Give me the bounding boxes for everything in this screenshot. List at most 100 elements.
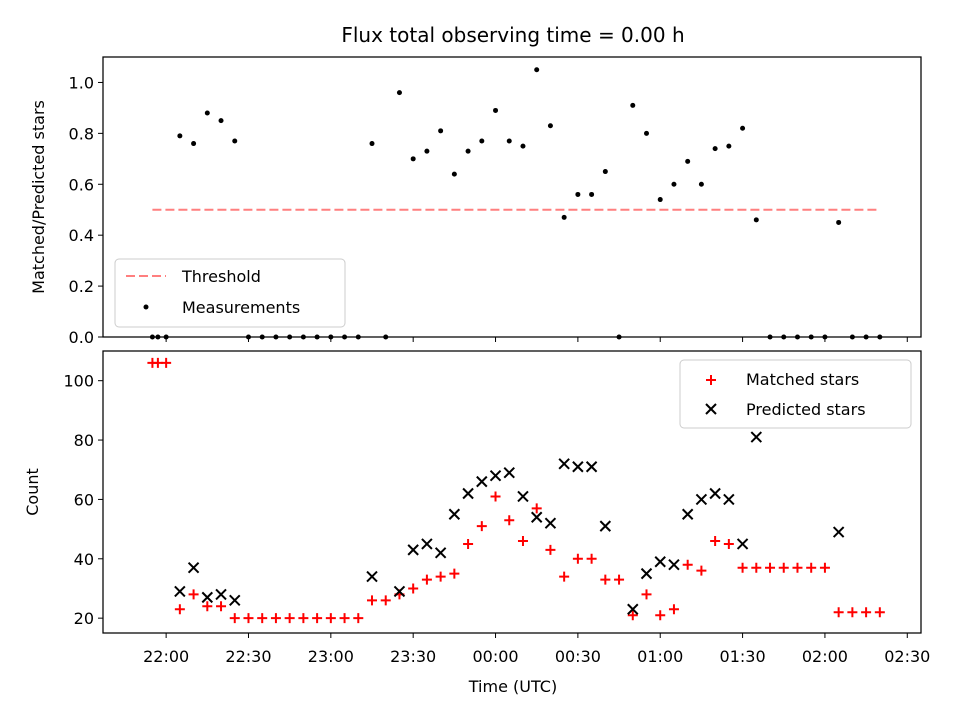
predicted-star-point (736, 538, 749, 550)
matched-star-point (367, 595, 378, 606)
x-tick-label: 00:00 (472, 647, 518, 666)
measurement-point (232, 138, 238, 144)
measurement-point (520, 143, 526, 149)
matched-star-point (778, 562, 789, 573)
measurement-point (671, 181, 677, 187)
matched-star-point (202, 601, 213, 612)
x-tick-label: 22:00 (143, 647, 189, 666)
matched-legend-swatch (706, 375, 716, 385)
matched-star-point (531, 503, 542, 514)
matched-star-point (641, 589, 652, 600)
top-axes-frame (102, 56, 922, 338)
x-tick-label: 02:00 (802, 647, 848, 666)
matched-star-point (710, 535, 721, 546)
measurement-point (836, 219, 842, 225)
predicted-star-point (434, 547, 447, 559)
measurements-legend-label: Measurements (182, 298, 300, 317)
measurement-point (465, 148, 471, 154)
y-tick-label: 0.0 (69, 328, 94, 347)
matched-star-point (847, 607, 858, 618)
predicted-star-point (201, 591, 214, 604)
matched-star-point (216, 601, 227, 612)
top-panel: 0.0 0.2 0.4 0.6 0.8 1.0 Matched/Predicted sta… (29, 56, 922, 347)
predicted-legend-swatch (705, 403, 717, 415)
x-tick-label: 02:30 (884, 647, 930, 666)
predicted-star-point (668, 559, 680, 571)
matched-star-point (408, 583, 419, 594)
bottom-legend-box (679, 359, 912, 429)
measurement-point (712, 146, 718, 152)
y-tick-label: 20 (74, 609, 94, 628)
matched-star-point (737, 562, 748, 573)
y-tick-label: 100 (63, 372, 94, 391)
top-legend: Threshold Measurements (114, 258, 346, 328)
matched-star-point (696, 565, 707, 576)
measurement-point (438, 128, 444, 134)
predicted-star-point (709, 487, 721, 500)
x-tick-label: 22:30 (225, 647, 271, 666)
y-tick-label: 40 (74, 550, 94, 569)
predicted-star-point (215, 588, 227, 601)
top-plot-area (149, 67, 883, 340)
measurement-point (589, 191, 595, 197)
bottom-legend: Matched stars Predicted stars (679, 359, 912, 429)
bottom-y-axis-label: Count (23, 468, 42, 516)
matched-star-point (380, 595, 391, 606)
measurement-point (204, 110, 210, 116)
x-tick-label: 23:30 (390, 647, 436, 666)
matched-star-point (586, 553, 597, 564)
matched-star-point (517, 535, 528, 546)
measurement-point (218, 118, 224, 124)
matched-star-point (819, 562, 830, 573)
bottom-x-axis: 22:00 22:30 23:00 23:30 00:00 00:30 01:00 01:30… (143, 633, 930, 666)
matched-star-point (435, 571, 446, 582)
measurement-point (726, 143, 732, 149)
predicted-star-point (599, 520, 612, 532)
predicted-star-point (530, 511, 543, 523)
matched-star-point (504, 515, 515, 526)
predicted-star-point (585, 461, 598, 473)
predicted-star-point (640, 567, 653, 580)
matched-star-point (545, 544, 556, 555)
predicted-star-point (462, 487, 474, 500)
x-tick-label: 23:00 (308, 647, 354, 666)
x-tick-label: 01:00 (637, 647, 683, 666)
measurements-legend-swatch (143, 304, 149, 310)
matched-star-point (874, 607, 885, 618)
measurement-point (602, 169, 608, 175)
matched-star-point (161, 357, 172, 368)
top-legend-box (114, 258, 346, 328)
matched-star-point (284, 613, 295, 624)
measurement-point (451, 171, 457, 177)
measurement-point (479, 138, 485, 144)
matched-star-point (257, 613, 268, 624)
measurement-point (753, 217, 759, 223)
y-tick-label: 0.2 (69, 277, 94, 296)
measurement-point (698, 181, 704, 187)
y-tick-label: 80 (74, 431, 94, 450)
matched-star-point (600, 574, 611, 585)
matched-star-point (449, 568, 460, 579)
matched-star-point (174, 604, 185, 615)
matched-star-point (572, 553, 583, 564)
matched-star-point (668, 604, 679, 615)
matched-star-point (353, 613, 364, 624)
measurement-point (740, 125, 746, 131)
x-axis-label: Time (UTC) (468, 677, 557, 696)
x-tick-label: 00:30 (555, 647, 601, 666)
predicted-star-point (627, 603, 639, 615)
matched-star-point (751, 562, 762, 573)
predicted-star-point (723, 493, 735, 506)
predicted-star-point (489, 469, 502, 482)
predicted-star-point (476, 475, 488, 488)
matched-star-point (833, 607, 844, 618)
matched-star-point (655, 610, 666, 621)
predicted-legend-label: Predicted stars (746, 400, 866, 419)
measurement-point (575, 191, 581, 197)
measurement-point (534, 67, 540, 73)
matched-star-point (325, 613, 336, 624)
matched-star-point (312, 613, 323, 624)
matched-legend-label: Matched stars (746, 370, 859, 389)
matched-star-point (627, 610, 638, 621)
matched-star-point (682, 559, 693, 570)
